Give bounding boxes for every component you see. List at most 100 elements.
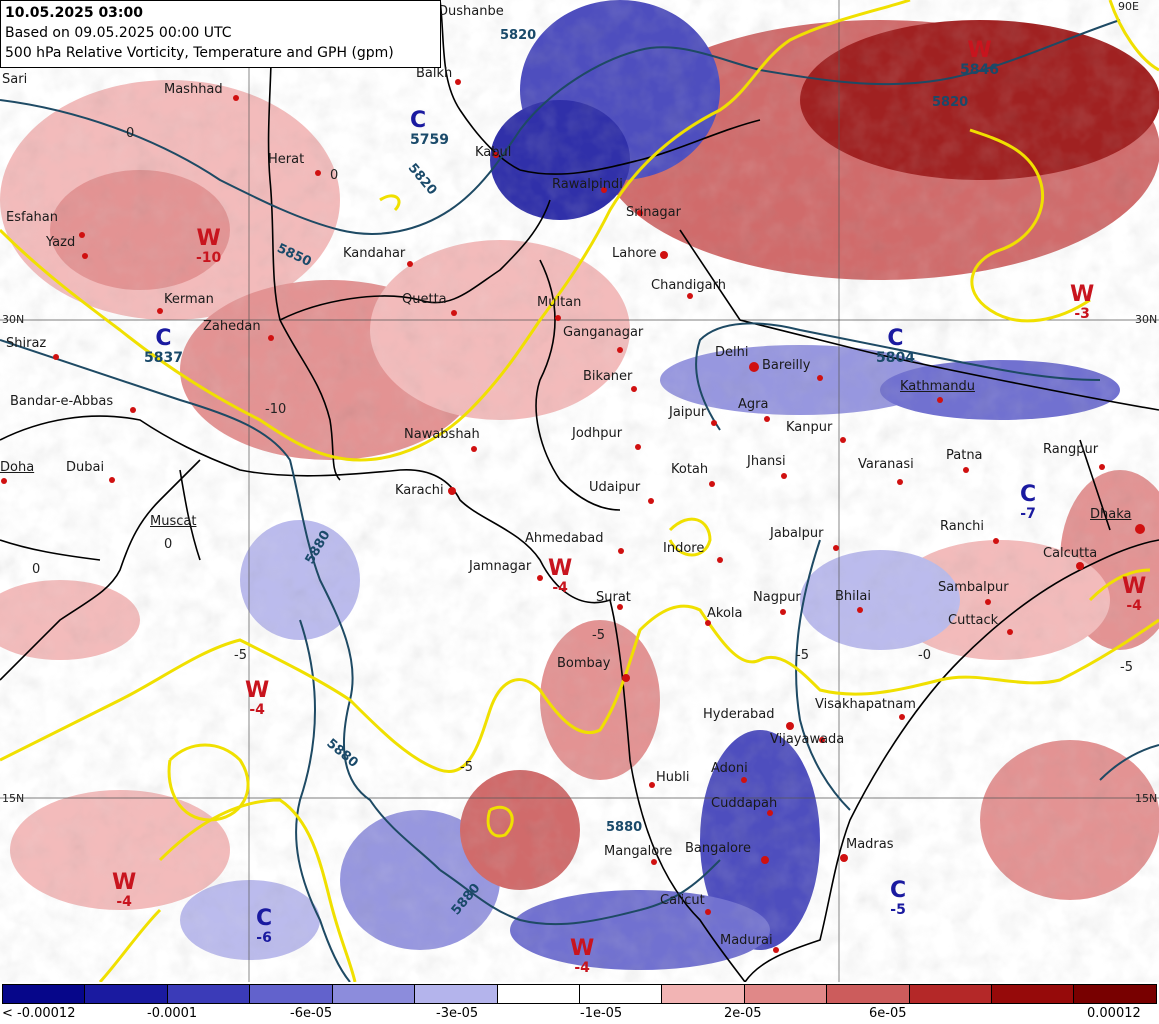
colorbar-swatch <box>3 985 86 1003</box>
city-label: Jabalpur <box>770 526 824 541</box>
colorbar-label: 6e-05 <box>869 1006 907 1021</box>
city-label: Bandar-e-Abbas <box>10 394 114 409</box>
temperature-label: -5 <box>1120 660 1133 675</box>
map-canvas <box>0 0 1159 982</box>
field-description: 500 hPa Relative Vorticity, Temperature … <box>5 45 394 61</box>
colorbar-swatch <box>909 985 993 1003</box>
city-label: Hyderabad <box>703 707 775 722</box>
city-label: Indore <box>663 541 705 556</box>
colorbar-swatch <box>744 985 828 1003</box>
city-label: Delhi <box>715 345 749 360</box>
city-label: Quetta <box>402 292 447 307</box>
lat-label-15n: 15N <box>2 792 25 805</box>
city-label: Muscat <box>150 514 197 529</box>
lat-label-30n-right: 30N <box>1135 313 1158 326</box>
city-label: Srinagar <box>626 205 681 220</box>
city-label: Karachi <box>395 483 444 498</box>
city-label: Patna <box>946 448 983 463</box>
colorbar-label: -6e-05 <box>290 1006 333 1021</box>
city-label: Varanasi <box>858 457 914 472</box>
valid-time: 10.05.2025 03:00 <box>5 5 144 21</box>
city-label: Balkh <box>416 66 453 81</box>
city-label: Jamnagar <box>469 559 532 574</box>
temperature-contours <box>0 0 1159 982</box>
map-header: 10.05.2025 03:00 Based on 09.05.2025 00:… <box>0 0 441 68</box>
city-label: Rangpur <box>1043 442 1099 457</box>
city-label: Kanpur <box>786 420 833 435</box>
warm-center-marker: W -4 <box>245 678 270 719</box>
city-label: Kathmandu <box>900 379 975 394</box>
city-label: Agra <box>738 397 769 412</box>
city-label: Bombay <box>557 656 611 671</box>
warm-center-marker: W -4 <box>1122 574 1147 615</box>
warm-center-marker: W -4 <box>112 870 137 911</box>
city-label: Mangalore <box>604 844 673 859</box>
colorbar-swatch <box>332 985 416 1003</box>
gph-contour-label: 5820 <box>932 95 969 110</box>
city-label: Kandahar <box>343 246 406 261</box>
vorticity-map: 10.05.2025 03:00 Based on 09.05.2025 00:… <box>0 0 1159 982</box>
city-label: Chandigarh <box>651 278 726 293</box>
city-label: Doha <box>0 460 35 475</box>
colorbar-label: 0.00012 <box>1087 1006 1141 1021</box>
cold-center-marker: C 5804 <box>876 326 915 367</box>
warm-center-marker: W -10 <box>196 226 222 267</box>
colorbar-swatch <box>250 985 333 1003</box>
city-label: Calicut <box>660 893 705 908</box>
city-label: Cuttack <box>948 613 999 628</box>
lat-label-30n: 30N <box>2 313 25 326</box>
city-label: Zahedan <box>203 319 261 334</box>
city-label: Adoni <box>711 761 748 776</box>
city-label: Nawabshah <box>404 427 480 442</box>
city-label: Sambalpur <box>938 580 1009 595</box>
city-label: Bikaner <box>583 369 633 384</box>
city-label: Kabul <box>475 145 512 160</box>
coastlines-borders <box>0 0 1159 982</box>
colorbar-swatch <box>497 985 580 1003</box>
colorbar-swatch <box>415 985 498 1003</box>
city-label: Bhilai <box>835 589 871 604</box>
city-label: Udaipur <box>589 480 641 495</box>
city-label: Kotah <box>671 462 709 477</box>
city-label: Yazd <box>46 235 76 250</box>
cold-center-marker: C -7 <box>1020 482 1037 523</box>
lon-label-90e: 90E <box>1118 0 1139 13</box>
city-label: Jodhpur <box>572 426 623 441</box>
city-markers <box>1 79 1145 953</box>
colorbar-swatch <box>579 985 663 1003</box>
temperature-label: -5 <box>234 648 247 663</box>
colorbar-label: -1e-05 <box>580 1006 623 1021</box>
colorbar-swatch <box>827 985 910 1003</box>
colorbar-swatch <box>662 985 745 1003</box>
temperature-label: -10 <box>265 402 287 417</box>
city-label: Hubli <box>656 770 690 785</box>
city-label: Shiraz <box>6 336 47 351</box>
temperature-label: 0 <box>164 537 173 552</box>
colorbar-legend: < -0.00012 -0.0001 -6e-05 -3e-05 -1e-05 … <box>0 982 1159 1024</box>
city-label: Surat <box>596 590 631 605</box>
colorbar-label: -3e-05 <box>436 1006 479 1021</box>
cold-center-marker: C 5837 <box>144 326 183 367</box>
colorbar-label: 2e-05 <box>724 1006 762 1021</box>
colorbar-label: < -0.00012 <box>2 1006 76 1021</box>
city-label: Madras <box>846 837 894 852</box>
city-label: Jaipur <box>669 405 707 420</box>
temperature-label: 0 <box>32 562 41 577</box>
city-label: Esfahan <box>6 210 58 225</box>
warm-center-marker: W -3 <box>1070 282 1095 323</box>
city-label: Multan <box>537 295 582 310</box>
city-label: Dushanbe <box>438 4 504 19</box>
temperature-label: -5 <box>460 760 473 775</box>
warm-center-marker: W -4 <box>570 936 595 977</box>
gph-contours <box>0 19 1159 982</box>
colorbar-swatch <box>85 985 168 1003</box>
city-label: Rawalpindi <box>552 177 623 192</box>
temperature-label: -0 <box>918 648 931 663</box>
city-label: Cuddapah <box>711 796 778 811</box>
city-label: Bareilly <box>762 358 811 373</box>
temperature-label: 0 <box>126 126 135 141</box>
colorbar-label: -0.0001 <box>147 1006 198 1021</box>
city-label: Ahmedabad <box>525 531 604 546</box>
city-label: Mashhad <box>164 82 223 97</box>
city-label: Herat <box>268 152 305 167</box>
